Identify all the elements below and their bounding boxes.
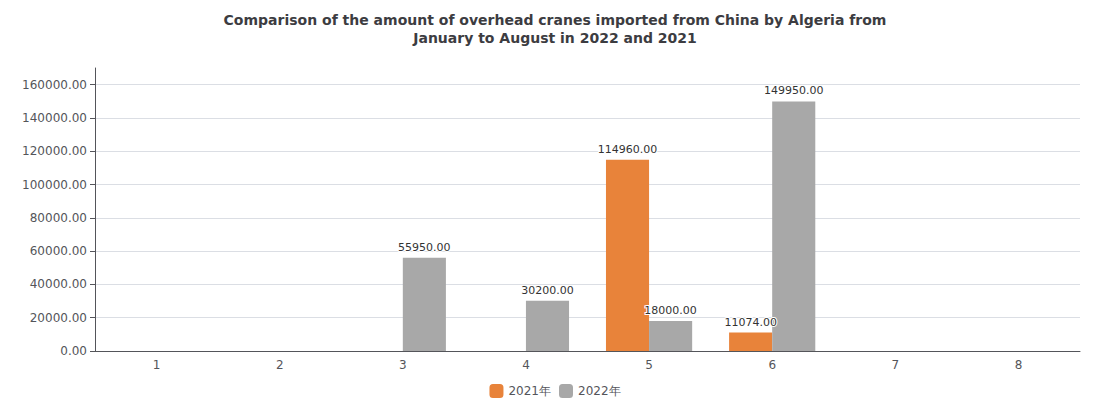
svg-text:January to August in 2022 and: January to August in 2022 and 2021 bbox=[412, 30, 697, 46]
svg-text:5: 5 bbox=[645, 358, 653, 372]
svg-text:7: 7 bbox=[891, 358, 899, 372]
svg-text:2022年: 2022年 bbox=[578, 384, 621, 398]
svg-text:11074.00: 11074.00 bbox=[724, 316, 777, 329]
svg-text:3: 3 bbox=[399, 358, 407, 372]
svg-text:0.00: 0.00 bbox=[60, 344, 87, 358]
svg-text:60000.00: 60000.00 bbox=[30, 244, 87, 258]
svg-text:160000.00: 160000.00 bbox=[22, 78, 87, 92]
svg-text:120000.00: 120000.00 bbox=[22, 144, 87, 158]
svg-text:55950.00: 55950.00 bbox=[398, 241, 451, 254]
svg-text:40000.00: 40000.00 bbox=[30, 277, 87, 291]
svg-text:100000.00: 100000.00 bbox=[22, 178, 87, 192]
svg-text:20000.00: 20000.00 bbox=[30, 311, 87, 325]
svg-text:149950.00: 149950.00 bbox=[764, 84, 824, 97]
svg-text:2021年: 2021年 bbox=[508, 384, 551, 398]
svg-text:1: 1 bbox=[153, 358, 161, 372]
svg-text:140000.00: 140000.00 bbox=[22, 111, 87, 125]
svg-text:Comparison of the amount of ov: Comparison of the amount of overhead cra… bbox=[224, 12, 887, 28]
svg-text:8: 8 bbox=[1015, 358, 1023, 372]
svg-text:18000.00: 18000.00 bbox=[644, 304, 697, 317]
svg-text:30200.00: 30200.00 bbox=[521, 284, 574, 297]
svg-text:6: 6 bbox=[768, 358, 776, 372]
svg-text:4: 4 bbox=[522, 358, 530, 372]
svg-text:2: 2 bbox=[276, 358, 284, 372]
svg-text:114960.00: 114960.00 bbox=[598, 143, 658, 156]
svg-text:80000.00: 80000.00 bbox=[30, 211, 87, 225]
